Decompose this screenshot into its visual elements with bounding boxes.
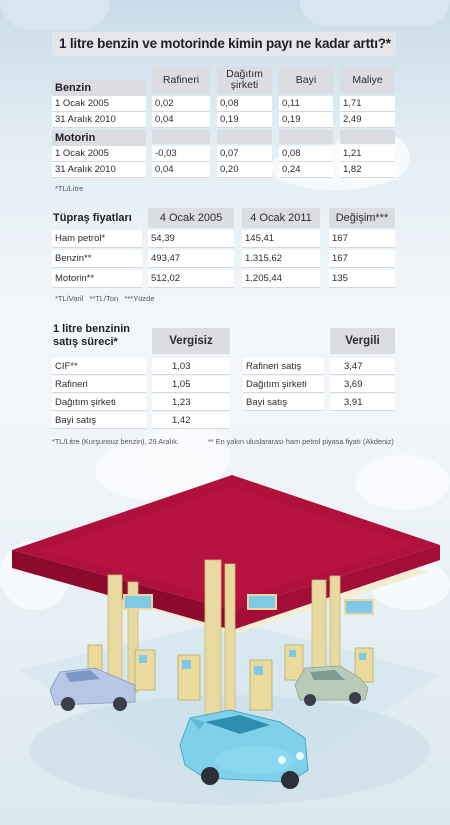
row-label: Ham petrol*: [52, 230, 142, 248]
table-cell: 0,04: [152, 112, 210, 128]
table-cell: 0,24: [279, 162, 333, 178]
cloud-decoration: [355, 455, 450, 510]
column-header-vergisiz: Vergisiz: [152, 328, 230, 354]
table-cell: 3,47: [330, 358, 395, 375]
row-label: Benzin**: [52, 250, 142, 268]
canopy-highlight: [40, 488, 415, 600]
group-spacer: [279, 130, 333, 144]
table-title: 1 litre benzinin satış süreci*: [53, 323, 131, 348]
table-cell: 1,23: [152, 394, 230, 411]
column-header-vergili: Vergili: [330, 328, 395, 354]
table-note: ** En yakın uluslararası ham petrol piya…: [208, 437, 394, 446]
table-cell: 135: [329, 270, 395, 288]
pump-screens: [139, 650, 366, 675]
table-cell: 493,47: [148, 250, 234, 268]
column-header: Maliye: [340, 66, 395, 94]
table-cell: 0,19: [217, 112, 272, 128]
table-cell: 167: [329, 250, 395, 268]
column-header: Dağıtım şirketi: [217, 66, 272, 94]
row-label: Rafineri: [52, 376, 146, 393]
pillars: [107, 559, 341, 736]
table-cell: -0,03: [152, 146, 210, 162]
table-cell: 512,02: [148, 270, 234, 288]
page-title: 1 litre benzin ve motorinde kimin payı n…: [52, 32, 396, 56]
table-cell: 1,42: [152, 412, 230, 429]
table-cell: 1,82: [340, 162, 395, 178]
table-cell: 0,02: [152, 96, 210, 112]
car-back-right: [294, 665, 369, 706]
table-cell: 1,05: [152, 376, 230, 393]
table-cell: 3,69: [330, 376, 395, 393]
cloud-decoration: [140, 420, 230, 490]
car-back-left: [49, 667, 136, 711]
price-sign: [247, 594, 277, 610]
table-cell: 2,49: [340, 112, 395, 128]
column-header: Rafineri: [152, 66, 210, 94]
table-cell: 145,41: [242, 230, 320, 248]
price-sign: [344, 599, 374, 615]
group-spacer: [152, 130, 210, 144]
table-cell: 1,71: [340, 96, 395, 112]
row-label: Bayi satış: [243, 394, 324, 411]
row-label: Dağıtım şirketi: [52, 394, 146, 411]
table-cell: 54,39: [148, 230, 234, 248]
column-header: 4 Ocak 2011: [242, 208, 320, 228]
table-note: *TL/Varil **TL/Ton ***Yüzde: [55, 294, 155, 303]
row-label: Rafineri satış: [243, 358, 324, 375]
table-title: Tüpraş fiyatları: [53, 212, 132, 224]
table-note: *TL/Litre: [55, 184, 84, 193]
column-header: 4 Ocak 2005: [148, 208, 234, 228]
table-cell: 1.205,44: [242, 270, 320, 288]
car-front: [179, 709, 309, 789]
table-cell: 3,91: [330, 394, 395, 411]
row-label: 31 Aralık 2010: [52, 112, 146, 128]
group-spacer: [217, 130, 272, 144]
row-label: 1 Ocak 2005: [52, 96, 146, 112]
table-cell: 1.315,62: [242, 250, 320, 268]
cloud-decoration: [0, 0, 110, 30]
table-cell: 0,19: [279, 112, 333, 128]
row-label: 31 Aralık 2010: [52, 162, 146, 178]
price-sign: [123, 594, 153, 610]
table-note: *TL/Litre (Kurşunsuz benzin), 29 Aralık.: [52, 437, 179, 446]
table-cell: 0,04: [152, 162, 210, 178]
row-label: Dağıtım şirketi: [243, 376, 324, 393]
table-cell: 0,11: [279, 96, 333, 112]
column-header: Bayi: [279, 66, 333, 94]
cloud-decoration: [300, 0, 450, 26]
row-label: 1 Ocak 2005: [52, 146, 146, 162]
column-header: Değişim***: [329, 208, 395, 228]
table-cell: 167: [329, 230, 395, 248]
table-cell: 1,03: [152, 358, 230, 375]
table-cell: 0,07: [217, 146, 272, 162]
table-cell: 0,08: [279, 146, 333, 162]
row-label: Bayi satış: [52, 412, 146, 429]
group-spacer: [340, 130, 395, 144]
row-label: CIF**: [52, 358, 146, 375]
table-cell: 0,20: [217, 162, 272, 178]
group-header-benzin: Benzin: [52, 80, 146, 96]
table-cell: 1,21: [340, 146, 395, 162]
table-cell: 0,08: [217, 96, 272, 112]
gas-station-illustration: [12, 475, 440, 805]
group-header-motorin: Motorin: [52, 130, 146, 146]
row-label: Motorin**: [52, 270, 142, 288]
